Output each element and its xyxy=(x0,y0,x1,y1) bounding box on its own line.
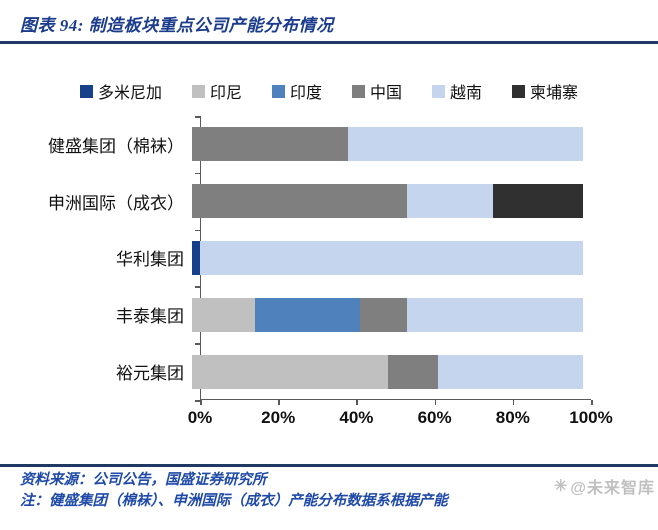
x-axis-tick-label: 60% xyxy=(417,408,452,427)
x-axis-tick xyxy=(356,400,358,405)
watermark: ✳ @未来智库 xyxy=(554,474,655,498)
x-axis-tick-label: 40% xyxy=(339,408,374,427)
bar-segment-中国 xyxy=(192,184,408,219)
category-label: 健盛集团（棉袜） xyxy=(48,136,184,156)
bar-track xyxy=(192,184,583,219)
bar-segment-越南 xyxy=(199,240,583,275)
x-axis-tick xyxy=(278,400,280,405)
bar-segment-多米尼加 xyxy=(192,240,200,275)
footer-divider xyxy=(0,464,658,467)
bar-segment-印尼 xyxy=(192,354,388,389)
x-axis-tick xyxy=(591,400,593,405)
legend-label: 中国 xyxy=(370,85,403,102)
legend-swatch-icon xyxy=(352,84,365,98)
bar-row: 健盛集团（棉袜） xyxy=(0,116,658,173)
legend-swatch-icon xyxy=(432,84,446,98)
legend-swatch-icon xyxy=(191,84,205,98)
bar-segment-越南 xyxy=(407,297,583,332)
title-divider xyxy=(0,41,658,44)
watermark-text: @未来智库 xyxy=(570,480,655,497)
legend-swatch-icon xyxy=(271,84,285,98)
chart-legend: 多米尼加 印尼 印度 中国 越南 柬埔寨 xyxy=(0,78,658,104)
x-axis-tick xyxy=(512,400,515,405)
bar-segment-中国 xyxy=(192,127,349,162)
stacked-bar-chart: 健盛集团（棉袜） 申洲国际（成衣） 华利集团丰泰集团裕元集团 xyxy=(0,116,658,405)
x-axis-tick-label: 0% xyxy=(187,408,213,427)
bar-track xyxy=(192,240,583,275)
legend-item-柬埔寨: 柬埔寨 xyxy=(512,79,578,103)
category-label: 申洲国际（成衣） xyxy=(48,193,184,213)
bar-track xyxy=(192,127,583,162)
category-label: 丰泰集团 xyxy=(116,307,184,327)
legend-item-印尼: 印尼 xyxy=(191,79,242,103)
bar-segment-印度 xyxy=(254,297,361,332)
category-label: 裕元集团 xyxy=(116,364,184,384)
y-axis-tick xyxy=(194,286,201,288)
y-axis-tick xyxy=(194,229,201,232)
bar-rows: 健盛集团（棉袜） 申洲国际（成衣） 华利集团丰泰集团裕元集团 xyxy=(0,116,658,400)
bar-track xyxy=(192,297,583,332)
y-axis-tick xyxy=(194,116,201,118)
x-axis-tick-label: 80% xyxy=(495,408,530,427)
legend-item-越南: 越南 xyxy=(432,79,482,103)
legend-label: 印尼 xyxy=(209,85,242,102)
legend-label: 越南 xyxy=(450,85,483,102)
figure-footer: 资料来源：公司公告，国盛证券研究所 注：健盛集团（棉袜）、申洲国际（成衣）产能分… xyxy=(20,470,640,512)
legend-swatch-icon xyxy=(79,84,93,98)
bar-segment-越南 xyxy=(407,184,494,219)
x-axis-tick xyxy=(434,400,437,405)
legend-item-多米尼加: 多米尼加 xyxy=(79,79,162,103)
legend-label: 印度 xyxy=(289,85,322,102)
bar-segment-柬埔寨 xyxy=(493,184,583,219)
figure-title: 图表 94: 制造板块重点公司产能分布情况 xyxy=(20,16,334,35)
y-axis-tick xyxy=(194,172,201,175)
x-axis-labels: 0% 20% 40% 60% 80% 100% xyxy=(0,408,658,434)
bar-segment-中国 xyxy=(387,354,439,389)
bar-segment-越南 xyxy=(348,127,583,162)
legend-item-中国: 中国 xyxy=(352,79,402,103)
legend-swatch-icon xyxy=(512,84,526,98)
x-axis-tick-label: 20% xyxy=(261,408,296,427)
bar-segment-印尼 xyxy=(192,297,255,332)
x-axis-tick-label: 100% xyxy=(569,408,613,427)
bar-track xyxy=(192,354,583,389)
legend-label: 多米尼加 xyxy=(97,85,162,102)
bar-segment-中国 xyxy=(360,297,408,332)
watermark-logo-icon: ✳ xyxy=(553,478,569,495)
note-text: 注：健盛集团（棉袜）、申洲国际（成衣）产能分布数据系根据产能 xyxy=(20,493,448,509)
y-axis-tick xyxy=(194,400,201,402)
bar-row: 丰泰集团 xyxy=(0,286,658,343)
bar-row: 申洲国际（成衣） xyxy=(0,173,658,230)
x-axis-tick xyxy=(200,400,202,405)
bar-row: 裕元集团 xyxy=(0,343,658,400)
legend-item-印度: 印度 xyxy=(271,79,322,103)
legend-label: 柬埔寨 xyxy=(530,85,579,102)
source-text: 资料来源：公司公告，国盛证券研究所 xyxy=(20,472,267,488)
category-label: 华利集团 xyxy=(116,250,184,270)
bar-segment-越南 xyxy=(438,354,583,389)
bar-row: 华利集团 xyxy=(0,230,658,287)
y-axis-tick xyxy=(194,343,201,345)
